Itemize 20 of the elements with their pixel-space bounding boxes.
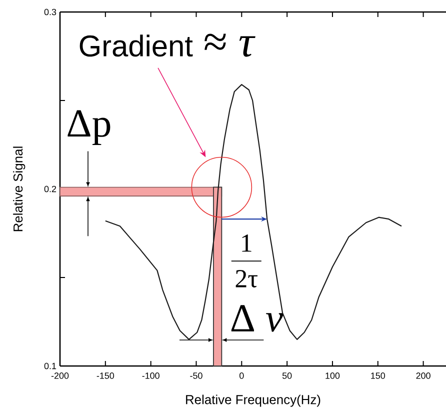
y-tick-label: 0.3	[44, 8, 56, 16]
band-label: Δp	[68, 110, 110, 146]
x-tick-label: -200	[51, 372, 69, 379]
y-tick-label: 0.2	[44, 186, 56, 192]
x-tick-label: 100	[326, 372, 340, 379]
band-label: Δ ν	[231, 305, 284, 332]
x-tick-label: 200	[416, 372, 430, 379]
x-tick-label: 150	[371, 372, 386, 379]
x-tick-label: 50	[282, 372, 292, 379]
annotation: 2τ	[236, 270, 258, 288]
y-axis-title: Relative Signal	[13, 146, 26, 232]
x-tick-label: -150	[96, 372, 114, 379]
x-axis-title: Relative Frequency(Hz)	[186, 394, 320, 407]
y-tick-label: 0.1	[44, 362, 56, 370]
x-tick-label: -50	[190, 372, 202, 379]
annotation: Gradient	[80, 34, 193, 57]
annotation: ≈ τ	[204, 34, 256, 57]
annotation: 1	[242, 234, 252, 252]
x-tick-label: -100	[142, 372, 160, 379]
x-tick-label: 0	[240, 372, 244, 379]
